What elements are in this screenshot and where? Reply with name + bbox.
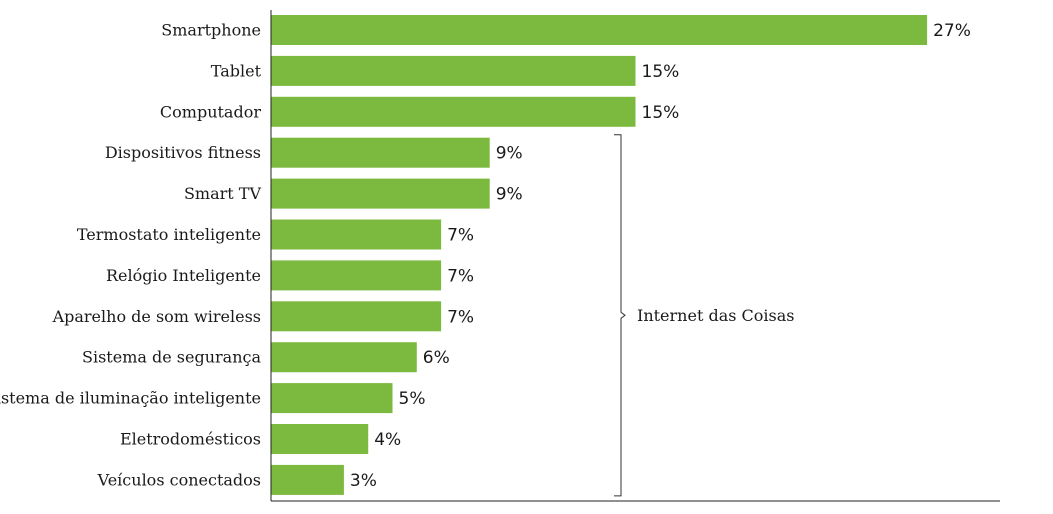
category-label: Eletrodomésticos — [120, 430, 261, 449]
value-labels: 27% 15% 15% 9% 9% 7% 7% 7% 6% 5% 4% 3% — [350, 21, 971, 491]
value-label: 7% — [447, 226, 474, 246]
value-label: 9% — [496, 185, 523, 205]
bar — [271, 55, 636, 86]
category-label: Sistema de iluminação inteligente — [0, 389, 261, 408]
bar — [271, 137, 490, 168]
bars-layer — [271, 15, 928, 495]
value-label: 3% — [350, 471, 377, 491]
category-label: Termostato inteligente — [77, 225, 261, 244]
bar — [271, 342, 417, 373]
category-label: Sistema de segurança — [82, 348, 261, 367]
value-label: 7% — [447, 266, 474, 286]
iot-bracket-label: Internet das Coisas — [637, 306, 795, 325]
bar — [271, 424, 369, 454]
category-label: Smartphone — [161, 21, 261, 40]
bar — [271, 178, 490, 209]
value-label: 15% — [642, 103, 680, 123]
category-label: Aparelho de som wireless — [52, 307, 261, 326]
category-label: Relógio Inteligente — [106, 266, 261, 285]
bar — [271, 96, 636, 127]
category-label: Veículos conectados — [97, 470, 261, 489]
bar — [271, 301, 442, 332]
bar — [271, 15, 928, 45]
category-label: Smart TV — [184, 184, 262, 203]
value-label: 27% — [933, 21, 971, 41]
value-label: 5% — [399, 389, 426, 409]
value-label: 15% — [642, 62, 680, 82]
value-label: 7% — [447, 307, 474, 327]
value-label: 9% — [496, 144, 523, 164]
iot-bracket — [614, 134, 626, 497]
bar — [271, 464, 344, 495]
value-label: 4% — [374, 430, 401, 450]
bar — [271, 260, 442, 291]
category-labels: Smartphone Tablet Computador Dispositivos f… — [0, 21, 262, 490]
category-label: Computador — [160, 102, 261, 121]
bar — [271, 383, 393, 414]
category-label: Tablet — [211, 61, 262, 80]
value-label: 6% — [423, 348, 450, 368]
category-label: Dispositivos fitness — [105, 143, 261, 162]
bar — [271, 219, 442, 250]
